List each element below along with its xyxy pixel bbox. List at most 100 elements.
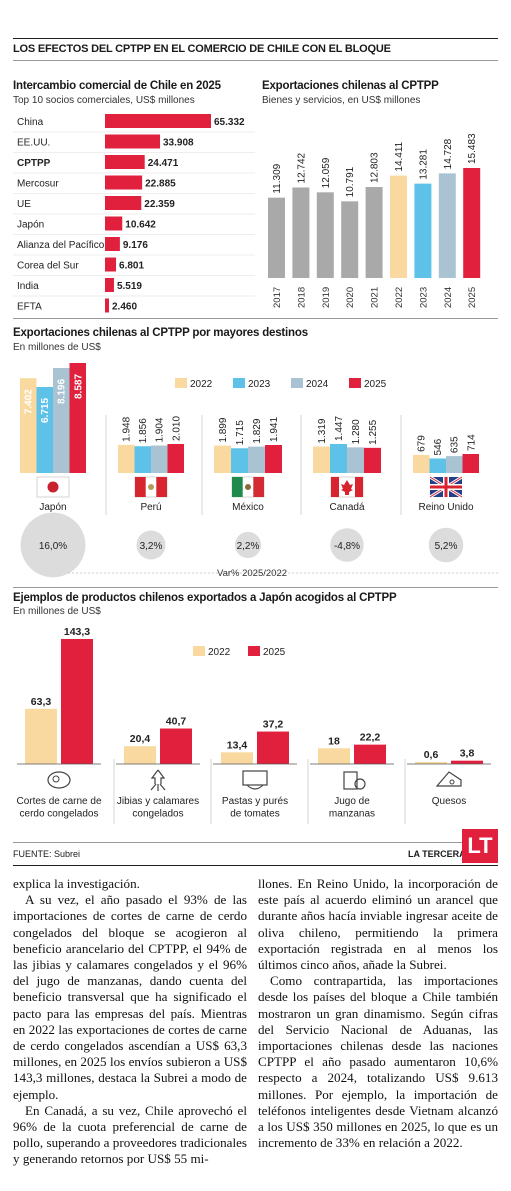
- value-label: 8.196: [57, 379, 68, 404]
- variation-label: 16,0%: [39, 541, 67, 552]
- source-note: FUENTE: Subrei: [13, 849, 81, 859]
- legend-swatch: [175, 378, 187, 388]
- category-label: Corea del Sur: [17, 261, 79, 272]
- product-label: Jibias y calamares: [117, 796, 199, 807]
- bar: [167, 444, 184, 473]
- bar: [265, 445, 282, 473]
- bar: [105, 196, 142, 210]
- variation-bubble: [428, 527, 464, 563]
- value-label: 14.411: [394, 141, 405, 171]
- value-label: 546: [433, 438, 444, 455]
- bar: [61, 639, 93, 764]
- product-label: Jugo de: [334, 796, 370, 807]
- bar: [36, 386, 53, 473]
- bar: [160, 728, 192, 764]
- year-label: 2024: [443, 287, 454, 308]
- legend-swatch: [291, 378, 303, 388]
- article-paragraph: En Canadá, a su vez, Chile aprovechó el …: [13, 1102, 247, 1167]
- value-label: 14.728: [443, 138, 454, 169]
- value-label: 143,3: [64, 626, 90, 638]
- bar: [364, 447, 381, 473]
- category-label: Mercosur: [17, 179, 59, 190]
- japan-flag-sun: [47, 481, 59, 493]
- bar: [118, 444, 135, 473]
- mexico-flag-stripe: [232, 477, 243, 497]
- legend-label: 2023: [248, 379, 271, 390]
- country-label: México: [232, 502, 264, 513]
- year-label: 2018: [296, 287, 307, 308]
- brand-logo: LT: [462, 829, 498, 863]
- bar: [414, 183, 432, 278]
- bar: [257, 731, 289, 764]
- value-label: 679: [417, 435, 428, 452]
- legend-swatch: [193, 646, 205, 656]
- bar: [105, 278, 114, 292]
- value-label: 1.904: [155, 417, 166, 442]
- bar: [214, 445, 231, 473]
- peru-flag-stripe: [135, 477, 146, 497]
- bar: [451, 760, 483, 764]
- value-label: 40,7: [166, 715, 187, 727]
- value-label: 24.471: [148, 158, 179, 169]
- bar: [413, 454, 430, 473]
- category-label: India: [17, 281, 39, 292]
- variation-label: 3,2%: [140, 541, 163, 552]
- bar: [341, 201, 359, 278]
- squid-icon: [150, 769, 166, 791]
- bar: [365, 187, 383, 278]
- value-label: 7.402: [24, 389, 35, 414]
- category-label: China: [17, 117, 44, 128]
- bar: [313, 446, 330, 473]
- value-label: 1.319: [317, 418, 328, 443]
- brand-name: LA TERCERA: [408, 849, 466, 859]
- value-label: 1.829: [252, 418, 263, 443]
- category-label: UE: [17, 199, 31, 210]
- category-label: EFTA: [17, 302, 42, 313]
- value-label: 2.460: [112, 302, 137, 313]
- bar: [347, 447, 364, 473]
- destinations-bar-chart: 2022 2023 2024 2025 7.402 6.715 8.196 8.587 Japó…: [20, 363, 500, 579]
- value-label: 6.801: [119, 261, 144, 272]
- mexico-flag-stripe: [253, 477, 264, 497]
- pasta-icon: [242, 770, 268, 786]
- value-label: 65.332: [214, 117, 245, 128]
- value-label: 714: [466, 434, 477, 451]
- value-label: 0,6: [424, 749, 439, 761]
- variation-bubble: [234, 531, 262, 559]
- legend-label: 2024: [306, 379, 329, 390]
- bar: [105, 114, 211, 128]
- year-label: 2023: [418, 287, 429, 308]
- value-label: 22,2: [360, 732, 381, 744]
- cheese-icon: [435, 771, 462, 787]
- exports-subtitle: Bienes y servicios, en US$ millones: [262, 95, 421, 106]
- value-label: 10.642: [125, 220, 156, 231]
- bar: [415, 762, 447, 764]
- product-label: Pastas y purés: [222, 796, 288, 807]
- legend-swatch: [349, 378, 361, 388]
- value-label: 20,4: [130, 733, 151, 745]
- article-paragraph: Como contrapartida, las importaciones de…: [258, 973, 498, 1151]
- value-label: 12.742: [296, 152, 307, 183]
- var-caption: Var% 2025/2022: [217, 568, 287, 579]
- bar: [20, 378, 37, 473]
- year-label: 2022: [394, 287, 405, 308]
- bar: [268, 197, 285, 278]
- product-label: Quesos: [432, 796, 466, 807]
- value-label: 8.587: [73, 374, 84, 399]
- variation-label: 2,2%: [237, 541, 260, 552]
- article-paragraph: explica la investigación.: [13, 876, 140, 891]
- value-label: 13.281: [418, 149, 429, 180]
- country-label: Perú: [140, 502, 161, 513]
- value-label: 6.715: [40, 398, 51, 423]
- apple-icon: [354, 778, 366, 790]
- uk-flag-cross: [430, 485, 462, 489]
- canada-flag-stripe: [331, 477, 339, 497]
- bar: [53, 368, 70, 473]
- bar: [248, 446, 265, 473]
- value-label: 37,2: [263, 719, 284, 731]
- products-title: Ejemplos de productos chilenos exportado…: [13, 592, 397, 604]
- cheese-icon-hole: [449, 779, 455, 785]
- value-label: 1.856: [138, 418, 149, 443]
- value-label: 1.280: [351, 419, 362, 444]
- bar: [105, 237, 120, 251]
